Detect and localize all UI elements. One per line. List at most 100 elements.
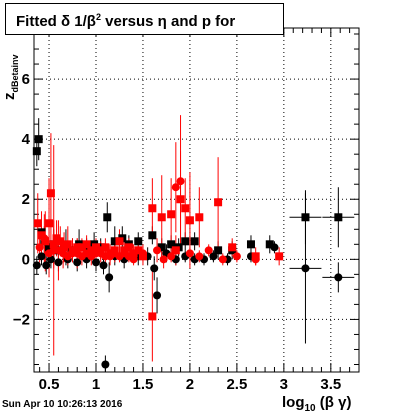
y-tick-label: 4 <box>22 131 31 148</box>
data-point-square <box>334 213 343 222</box>
data-point-square <box>32 147 41 156</box>
y-tick-label: 0 <box>22 251 30 268</box>
data-point-circle <box>153 246 162 255</box>
data-point-square <box>45 243 54 252</box>
data-point-square <box>73 243 82 252</box>
data-point-square <box>101 243 110 252</box>
data-point-square <box>91 243 100 252</box>
data-point-circle <box>73 258 82 267</box>
svg-text:log10 (β γ): log10 (β γ) <box>282 394 351 414</box>
data-point-circle <box>37 252 46 261</box>
data-point-square <box>134 246 143 255</box>
data-point-square <box>171 246 180 255</box>
x-axis-label: log10 (β γ) <box>282 394 351 414</box>
data-point-square <box>185 216 194 225</box>
tick-labels: 0.5 1 1.5 2 2.5 3 3.5 −2 0 2 4 6 <box>13 71 341 393</box>
chart-title: Fitted δ 1/β2 versus η and p for <box>16 12 236 30</box>
data-point-circle <box>195 252 204 261</box>
data-point-square <box>124 243 133 252</box>
data-point-square <box>115 237 124 246</box>
data-point-square <box>167 240 176 249</box>
data-point-square <box>275 252 284 261</box>
svg-text:zdBetainv: zdBetainv <box>1 54 20 100</box>
data-point-circle <box>176 177 185 186</box>
data-point-square <box>246 240 255 249</box>
plot-frame <box>33 27 360 373</box>
data-point-circle <box>46 255 55 264</box>
data-point-circle <box>150 264 159 273</box>
data-point-square <box>301 213 310 222</box>
data-point-square <box>181 237 190 246</box>
data-point-circle <box>99 261 108 270</box>
data-point-square <box>63 240 72 249</box>
data-point-square <box>157 213 166 222</box>
data-point-square <box>148 231 157 240</box>
data-point-circle <box>35 243 44 252</box>
timestamp-footer: Sun Apr 10 10:26:13 2016 <box>2 399 123 410</box>
x-tick-label: 2 <box>186 376 194 393</box>
grid-lines <box>34 28 359 372</box>
data-point-circle <box>129 255 138 264</box>
data-point-square <box>34 135 43 144</box>
data-point-square <box>195 213 204 222</box>
data-point-square <box>228 243 237 252</box>
data-point-square <box>56 237 65 246</box>
data-point-circle <box>138 249 147 258</box>
data-point-square <box>176 195 185 204</box>
data-point-circle <box>91 258 100 267</box>
data-point-square <box>265 240 274 249</box>
data-point-square <box>190 237 199 246</box>
data-point-circle <box>153 291 162 300</box>
data-point-circle <box>209 252 218 261</box>
data-point-circle <box>204 246 213 255</box>
data-point-circle <box>105 273 114 282</box>
x-tick-label: 3.5 <box>320 376 341 393</box>
data-point-circle <box>185 249 194 258</box>
data-point-square <box>33 219 42 228</box>
axis-ticks <box>34 28 359 372</box>
data-point-square <box>148 312 157 321</box>
x-tick-label: 0.5 <box>39 376 60 393</box>
y-axis-label: zdBetainv <box>1 54 20 100</box>
data-point-circle <box>159 255 168 264</box>
x-tick-label: 3 <box>280 376 288 393</box>
data-point-circle <box>218 255 227 264</box>
data-point-circle <box>301 264 310 273</box>
data-point-circle <box>101 360 110 369</box>
data-point-circle <box>251 255 260 264</box>
data-point-square <box>148 204 157 213</box>
data-point-square <box>214 246 223 255</box>
data-point-circle <box>334 273 343 282</box>
data-markers <box>32 135 343 369</box>
data-point-square <box>87 246 96 255</box>
y-tick-label: 2 <box>22 191 30 208</box>
data-point-square <box>181 204 190 213</box>
data-point-square <box>134 237 143 246</box>
y-tick-label: 6 <box>22 71 30 88</box>
data-point-square <box>103 213 112 222</box>
data-point-square <box>110 237 119 246</box>
x-tick-label: 1 <box>92 376 100 393</box>
data-point-square <box>82 240 91 249</box>
data-point-square <box>46 189 55 198</box>
data-point-circle <box>171 183 180 192</box>
data-point-circle <box>42 261 51 270</box>
data-point-circle <box>270 243 279 252</box>
data-point-square <box>49 240 58 249</box>
y-tick-label: −2 <box>13 311 30 328</box>
data-point-square <box>129 249 138 258</box>
data-point-circle <box>40 234 49 243</box>
title-box: Fitted δ 1/β2 versus η and p for <box>5 3 284 35</box>
data-point-square <box>45 219 54 228</box>
x-tick-label: 1.5 <box>133 376 154 393</box>
data-point-square <box>77 243 86 252</box>
x-tick-label: 2.5 <box>226 376 247 393</box>
data-point-square <box>37 231 46 240</box>
data-point-square <box>214 198 223 207</box>
data-point-circle <box>32 261 41 270</box>
data-point-square <box>167 210 176 219</box>
data-point-square <box>157 243 166 252</box>
data-point-circle <box>54 258 63 267</box>
data-point-circle <box>232 252 241 261</box>
